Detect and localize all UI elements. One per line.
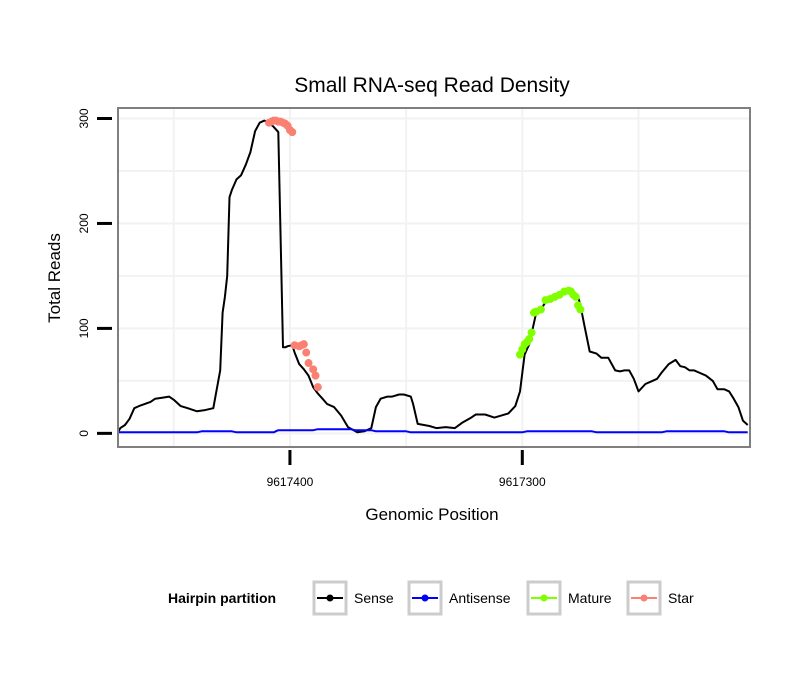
legend-key-point <box>640 594 648 602</box>
y-tick-label: 200 <box>77 213 91 233</box>
legend-label: Antisense <box>449 590 511 606</box>
legend: Hairpin partition Sense Antisense Mature St… <box>168 580 694 616</box>
legend-label: Mature <box>568 590 612 606</box>
data-point-star <box>311 371 320 380</box>
data-point-mature <box>525 334 534 343</box>
y-tick-label: 0 <box>77 430 91 437</box>
plot-panel-border <box>117 107 751 448</box>
y-axis-title: Total Reads <box>45 233 64 323</box>
legend-item-sense: Sense <box>312 580 394 616</box>
legend-key-point <box>421 594 429 602</box>
legend-item-mature: Mature <box>526 580 612 616</box>
series-layer <box>117 119 749 434</box>
x-tick-label: 9617400 <box>267 475 314 489</box>
y-tick-label: 100 <box>77 318 91 338</box>
series-line-antisense <box>118 428 748 434</box>
grid-lines <box>118 108 750 447</box>
legend-title: Hairpin partition <box>168 590 276 606</box>
legend-label: Sense <box>354 590 394 606</box>
x-axis: 9617400 9617300 <box>267 450 546 489</box>
data-point-mature <box>527 328 536 337</box>
x-tick-label: 9617300 <box>499 475 546 489</box>
data-point-mature <box>536 305 545 314</box>
points-layer <box>265 116 585 392</box>
data-point-star <box>304 359 313 368</box>
legend-key-point <box>326 594 334 602</box>
data-point-mature <box>576 305 585 314</box>
series-line-sense <box>117 119 749 434</box>
y-tick-label: 300 <box>77 108 91 128</box>
data-point-star <box>309 365 318 374</box>
legend-key-point <box>540 594 548 602</box>
legend-label: Star <box>668 590 694 606</box>
legend-items: Sense Antisense Mature Star <box>312 580 694 616</box>
chart-title: Small RNA-seq Read Density <box>294 74 570 97</box>
legend-item-antisense: Antisense <box>407 580 511 616</box>
x-axis-title: Genomic Position <box>365 505 498 524</box>
data-point-star <box>288 128 297 137</box>
data-point-mature <box>571 292 580 301</box>
y-axis: 0 100 200 300 <box>77 108 112 437</box>
data-point-star <box>302 348 311 357</box>
legend-item-star: Star <box>626 580 694 616</box>
data-point-star <box>313 383 322 392</box>
data-point-star <box>299 340 308 349</box>
